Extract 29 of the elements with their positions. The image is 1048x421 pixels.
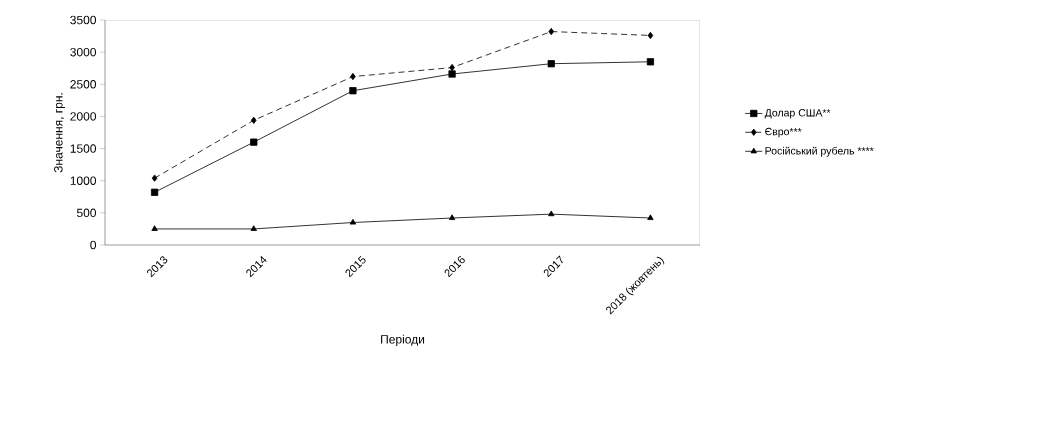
y-tick-label: 3500 xyxy=(70,15,97,25)
y-tick-label: 500 xyxy=(76,208,97,218)
point xyxy=(151,225,158,231)
y-tick-label: 2500 xyxy=(70,80,97,89)
point xyxy=(548,27,555,36)
y-tick-label: 1500 xyxy=(70,144,97,153)
x-axis-title: Періоди xyxy=(381,334,425,346)
point xyxy=(250,225,257,231)
point xyxy=(547,60,555,68)
point xyxy=(250,138,258,146)
point xyxy=(250,116,257,124)
point xyxy=(646,58,655,66)
point xyxy=(448,214,456,220)
point xyxy=(151,174,158,182)
y-axis-title: Значення, грн. xyxy=(54,93,65,173)
y-tick-label: 2000 xyxy=(70,112,97,121)
point xyxy=(349,218,357,225)
legend-label: Євро*** xyxy=(765,127,802,138)
point xyxy=(647,214,654,220)
point xyxy=(448,70,456,78)
y-tick-label: 1000 xyxy=(70,176,97,185)
legend-label: Долар США** xyxy=(764,109,831,119)
y-tick-label: 0 xyxy=(90,240,97,250)
point xyxy=(349,87,357,95)
legend-label: Російський рубель **** xyxy=(765,146,874,157)
point xyxy=(548,210,555,217)
point xyxy=(647,31,654,40)
point xyxy=(150,188,159,196)
y-tick-label: 3000 xyxy=(70,47,97,57)
